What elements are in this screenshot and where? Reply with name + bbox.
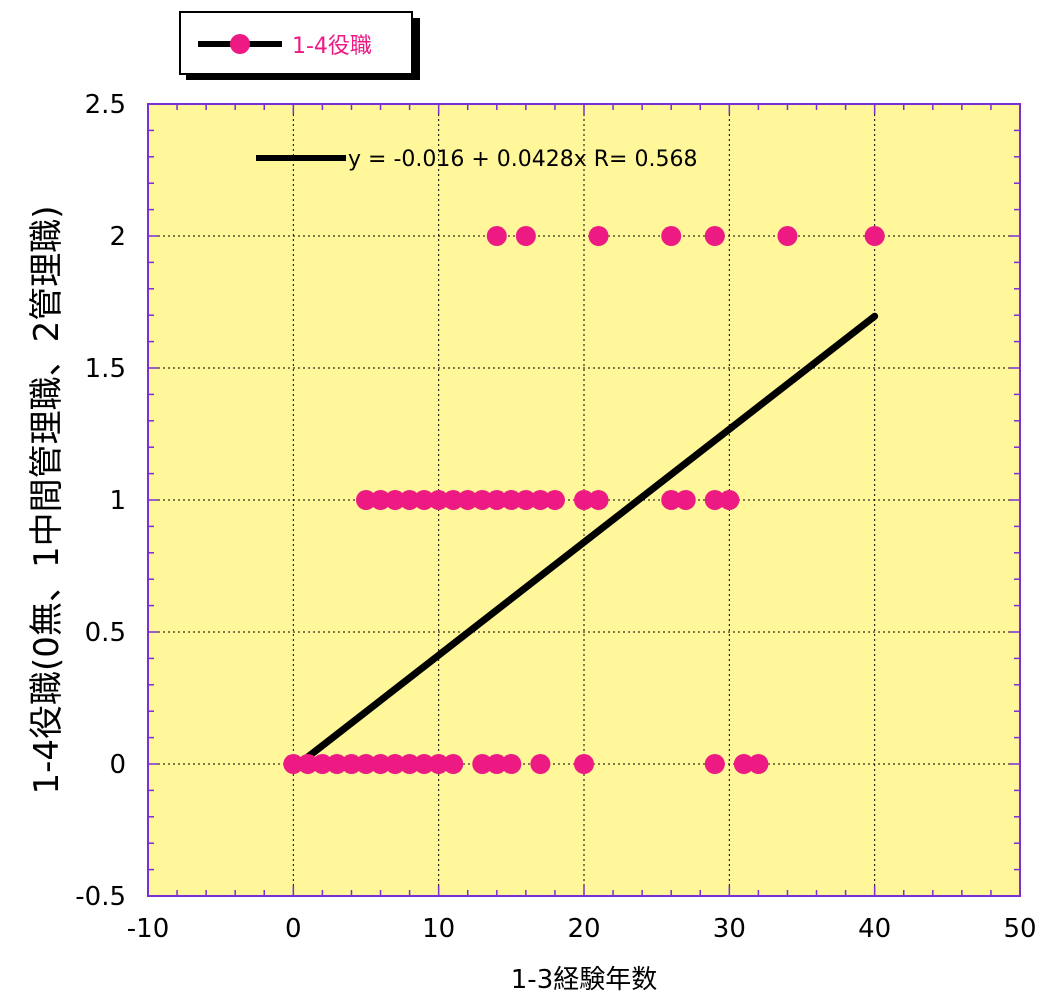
data-point — [574, 490, 594, 510]
data-point — [414, 490, 435, 510]
legend-label: 1-4役職 — [292, 34, 372, 59]
regression-line — [304, 312, 879, 761]
data-point — [472, 754, 493, 774]
x-tick-labels: -10 0 10 20 30 40 50 — [127, 914, 1037, 944]
data-point — [457, 490, 478, 510]
data-point — [733, 754, 754, 774]
data-point — [515, 226, 536, 246]
y-tick-label: 1 — [109, 486, 126, 516]
x-tick-label: 50 — [1003, 914, 1036, 944]
data-point — [777, 226, 798, 246]
data-point — [428, 490, 449, 510]
y-axis-label: 1-4役職(0無、1中間管理職、2管理職) — [27, 206, 67, 795]
x-axis-label: 1-3経験年数 — [511, 965, 657, 995]
data-points — [283, 226, 885, 774]
fit-legend-label: y = -0.016 + 0.0428x R= 0.568 — [348, 147, 697, 172]
x-tick-label: 20 — [567, 914, 600, 944]
data-point — [414, 754, 435, 774]
data-point — [356, 490, 376, 510]
data-point — [385, 490, 406, 510]
y-tick-label: 0 — [109, 750, 126, 780]
data-point — [370, 490, 391, 510]
data-point — [864, 226, 885, 246]
data-point — [719, 490, 740, 510]
x-tick-label: -10 — [127, 914, 169, 944]
data-point — [443, 754, 464, 774]
data-point — [428, 754, 449, 774]
data-point — [704, 226, 725, 246]
legend: 1-4役職 — [179, 11, 420, 80]
data-point — [661, 226, 682, 246]
y-tick-label: 2.5 — [85, 90, 126, 120]
regression-fit — [304, 312, 879, 761]
y-tick-labels: -0.5 0 0.5 1 1.5 2 2.5 — [75, 90, 126, 912]
data-point — [530, 754, 551, 774]
data-point — [588, 226, 609, 246]
data-point — [370, 754, 391, 774]
y-tick-label: 0.5 — [85, 618, 126, 648]
data-point — [297, 754, 318, 774]
data-point — [356, 754, 376, 774]
data-point — [486, 490, 507, 510]
legend-marker — [230, 34, 250, 54]
data-point — [385, 754, 406, 774]
plot-frame — [147, 103, 1021, 897]
data-point — [530, 490, 551, 510]
x-tick-label: 0 — [285, 914, 302, 944]
data-point — [588, 490, 609, 510]
data-point — [515, 490, 536, 510]
data-point — [312, 754, 333, 774]
fit-legend: y = -0.016 + 0.0428x R= 0.568 — [256, 147, 697, 172]
data-point — [704, 754, 725, 774]
x-tick-label: 10 — [422, 914, 455, 944]
data-point — [399, 754, 420, 774]
data-point — [501, 490, 522, 510]
data-point — [341, 754, 362, 774]
x-tick-label: 40 — [858, 914, 891, 944]
data-point — [399, 490, 420, 510]
data-point — [748, 754, 769, 774]
data-point — [574, 754, 594, 774]
data-point — [704, 490, 725, 510]
y-tick-label: 1.5 — [85, 354, 126, 384]
y-tick-label: -0.5 — [75, 882, 126, 912]
x-tick-label: 30 — [713, 914, 746, 944]
data-point — [472, 490, 493, 510]
data-point — [544, 490, 565, 510]
data-point — [501, 754, 522, 774]
data-point — [283, 754, 304, 774]
data-point — [486, 226, 507, 246]
data-point — [675, 490, 696, 510]
data-point — [661, 490, 682, 510]
data-point — [326, 754, 347, 774]
data-point — [443, 490, 464, 510]
data-point — [486, 754, 507, 774]
y-tick-label: 2 — [109, 222, 126, 252]
